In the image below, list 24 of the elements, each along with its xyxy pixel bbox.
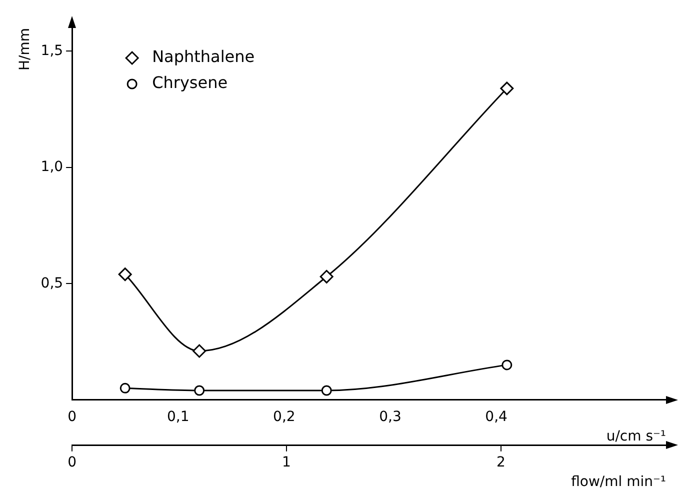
point	[320, 270, 334, 284]
x-tick-label: 0,4	[485, 408, 508, 425]
x-tick-label: 0	[68, 408, 77, 425]
x-tick-label: 0,2	[273, 408, 296, 425]
x2-axis-title: flow/ml min⁻¹	[571, 474, 666, 490]
y-tick-label: 1,5	[40, 42, 64, 59]
point	[194, 385, 205, 396]
x2-tick-label: 2	[496, 454, 506, 470]
x-tick-label: 0,1	[166, 408, 190, 425]
y-tick-label: 1,0	[40, 159, 64, 176]
point	[192, 344, 206, 358]
point	[120, 382, 130, 394]
point	[321, 385, 332, 396]
x-tick-label: 0,3	[379, 408, 402, 425]
point	[118, 268, 132, 282]
x2-tick-label: 0	[68, 454, 77, 470]
point	[502, 360, 512, 370]
y-tick-label: 0,5	[40, 275, 64, 292]
legend-label: Naphthalene	[152, 47, 255, 66]
x-axis-title: u/cm s⁻¹	[606, 428, 666, 445]
point	[500, 82, 514, 96]
x2-tick-label: 1	[282, 454, 291, 470]
legend-label: Chrysene	[152, 73, 228, 92]
y-axis-title: H/mm	[17, 28, 34, 71]
